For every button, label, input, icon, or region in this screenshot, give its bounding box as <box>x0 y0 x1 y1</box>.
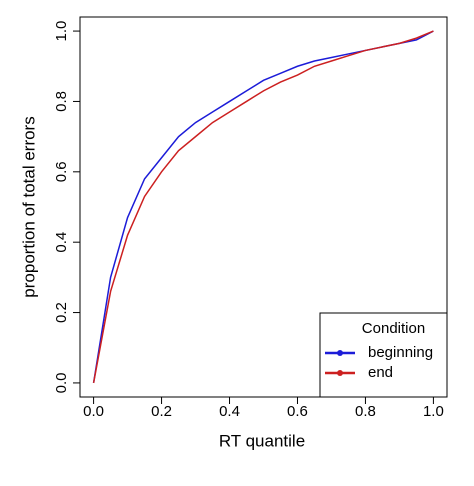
y-tick-label: 1.0 <box>53 21 70 42</box>
y-tick-label: 0.6 <box>53 161 70 182</box>
x-tick-label: 0.8 <box>355 403 376 420</box>
legend-label: end <box>368 364 393 381</box>
y-axis-label: proportion of total errors <box>19 116 38 297</box>
y-tick-label: 0.8 <box>53 91 70 112</box>
x-tick-label: 0.2 <box>151 403 172 420</box>
y-tick-label: 0.2 <box>53 302 70 323</box>
legend-dot <box>337 370 343 376</box>
legend-title: Condition <box>362 320 425 337</box>
x-tick-label: 0.6 <box>287 403 308 420</box>
x-tick-label: 1.0 <box>423 403 444 420</box>
x-tick-label: 0.4 <box>219 403 240 420</box>
x-tick-label: 0.0 <box>83 403 104 420</box>
y-tick-label: 0.4 <box>53 232 70 253</box>
series-line <box>92 30 434 384</box>
legend-dot <box>337 350 343 356</box>
legend-label: beginning <box>368 344 433 361</box>
y-tick-label: 0.0 <box>53 372 70 393</box>
x-axis-label: RT quantile <box>219 431 305 450</box>
